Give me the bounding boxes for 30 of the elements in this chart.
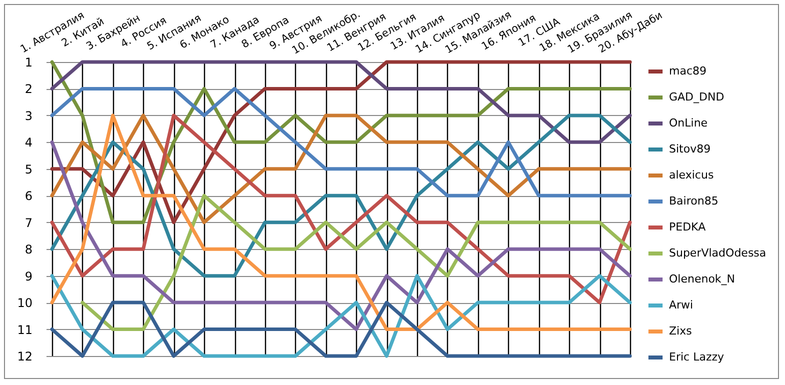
legend-label: alexicus [669, 168, 714, 182]
y-tick-label: 10 [17, 296, 32, 310]
legend-label: OnLine [669, 116, 708, 130]
legend-label: Zixs [669, 324, 692, 338]
y-tick-label: 11 [17, 322, 32, 337]
line-series [50, 60, 632, 224]
line-series [50, 60, 632, 144]
y-tick-label: 8 [24, 242, 32, 257]
line-series [50, 114, 632, 224]
legend-label: Bairon85 [669, 194, 718, 208]
line-series [50, 86, 632, 198]
legend-label: Sitov89 [669, 142, 711, 156]
y-tick-label: 3 [24, 108, 32, 123]
legend-label: PEDKA [669, 220, 706, 234]
y-tick-label: 2 [24, 82, 32, 96]
y-tick-label: 7 [24, 216, 32, 230]
legend-label: Arwi [669, 298, 694, 312]
line-series [80, 194, 632, 332]
y-tick-label: 12 [17, 350, 32, 364]
y-tick-label: 9 [24, 269, 32, 284]
legend-label: SuperVladOdessa [669, 246, 766, 260]
y-tick-label: 4 [24, 136, 32, 150]
legend-label: mac89 [669, 64, 707, 78]
legend-label: Eric Lazzy [669, 350, 724, 364]
line-series [50, 274, 632, 358]
y-tick-label: 5 [24, 162, 32, 176]
legend-label: Olenenok_N [669, 272, 736, 286]
y-tick-label: 1 [24, 56, 32, 70]
y-tick-label: 6 [24, 189, 32, 204]
legend-label: GAD_DND [669, 90, 724, 104]
